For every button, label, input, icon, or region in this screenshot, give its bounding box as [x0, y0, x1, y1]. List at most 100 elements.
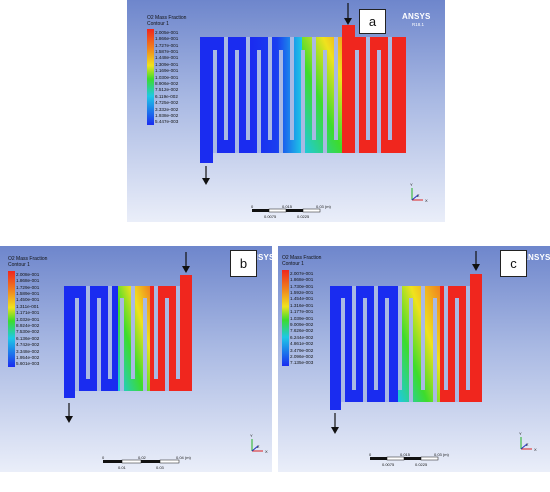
- legend-value: 1.030e-001: [155, 74, 179, 80]
- legend-value: 7.135e-003: [290, 360, 314, 366]
- serpentine-walls: [75, 286, 180, 391]
- arrow-down-icon: [472, 251, 480, 271]
- axis-label-x: X: [534, 447, 537, 452]
- scale-tick-2: 0.04 (m): [176, 455, 191, 460]
- flow-field: [330, 251, 532, 461]
- legend-value: 1.309e-001: [155, 61, 179, 67]
- axis-triad-icon: [411, 188, 423, 201]
- legend-title: O2 Mass Fraction: [147, 15, 187, 21]
- panel-a: O2 Mass Fraction Contour 1 2.005e-001 1.8…: [127, 0, 445, 222]
- scale-tick-lower-0: 0.01: [118, 465, 126, 470]
- legend-value: 1.868e-001: [16, 278, 40, 284]
- panel-b: O2 Mass Fraction Contour 1 2.008e-001 1.8…: [0, 246, 272, 472]
- axis-label-x: X: [265, 449, 268, 454]
- legend-value: 3.479e-002: [290, 347, 314, 353]
- axis-label-z: Z: [417, 193, 420, 198]
- colormap-legend-icon: [147, 29, 154, 125]
- axis-label-x: X: [425, 198, 428, 203]
- brand-logo: ANSYS: [522, 253, 550, 262]
- panel-letter: c: [500, 250, 527, 277]
- outlet-channel: [200, 37, 213, 163]
- legend-value: 2.008e-001: [16, 271, 40, 277]
- legend-value: 3.332e-002: [155, 106, 179, 112]
- legend-value: 4.861e-002: [290, 341, 314, 347]
- legend-value: 6.136e-002: [16, 335, 40, 341]
- scale-bar-icon: [252, 208, 321, 213]
- legend-value: 2.096e-002: [290, 354, 314, 359]
- scale-tick-0: 0: [102, 455, 105, 460]
- brand-logo: ANSYS: [246, 253, 272, 262]
- serpentine-walls: [213, 37, 392, 153]
- panel-letter: a: [359, 9, 386, 34]
- scale-tick-0: 0: [369, 452, 372, 457]
- legend-value: 7.530e-002: [16, 329, 40, 335]
- inlet-channel: [342, 25, 355, 153]
- scale-bar-icon: [370, 456, 439, 461]
- legend-value: 5.447e-003: [155, 119, 179, 125]
- legend-value: 2.005e-001: [155, 29, 179, 35]
- legend-value: 1.587e-001: [155, 49, 179, 54]
- legend-title: O2 Mass Fraction: [282, 255, 322, 261]
- legend-value: 3.348e-002: [16, 348, 40, 354]
- legend-value: 1.727e-001: [155, 42, 179, 48]
- legend-value: 4.725e-002: [155, 100, 179, 106]
- axis-triad-icon: [520, 437, 532, 450]
- legend-value: 1.938e-002: [155, 113, 179, 118]
- legend-value: 1.730e-001: [290, 283, 314, 289]
- inlet-channel: [470, 274, 482, 402]
- legend-value: 1.954e-002: [16, 355, 40, 360]
- scale-tick-lower-1: 0.0225: [415, 462, 428, 467]
- scale-tick-0: 0: [251, 204, 254, 209]
- arrow-down-icon: [331, 413, 339, 434]
- legend-value: 1.171e-001: [16, 310, 40, 316]
- panel-letter: b: [230, 250, 257, 277]
- legend-subtitle: Contour 1: [8, 262, 30, 268]
- brand-version: R18.1: [412, 22, 425, 27]
- panel-separator: [272, 246, 278, 472]
- legend-value: 1.177e-001: [290, 309, 314, 315]
- axis-label-y: Y: [519, 431, 522, 436]
- legend-value: 1.868e-001: [290, 277, 314, 283]
- legend-value: 6.244e-002: [290, 334, 314, 340]
- legend-value: 1.454e-001: [290, 296, 314, 302]
- legend-title: O2 Mass Fraction: [8, 256, 48, 262]
- serpentine-walls: [341, 286, 470, 402]
- axis-label-y: Y: [250, 433, 253, 438]
- colormap-legend-icon: [282, 270, 289, 366]
- legend-subtitle: Contour 1: [147, 21, 169, 27]
- scale-tick-1: 0.02: [138, 455, 146, 460]
- legend-value: 5.601e-003: [16, 361, 40, 367]
- scale-tick-1: 0.015: [400, 452, 411, 457]
- legend-value: 2.007e-001: [290, 270, 314, 276]
- outlet-channel: [64, 286, 75, 398]
- axis-label-z: Z: [526, 442, 529, 447]
- arrow-down-icon: [65, 403, 73, 423]
- axis-label-y: Y: [410, 182, 413, 187]
- scale-tick-2: 0.03 (m): [316, 204, 331, 209]
- legend-value: 7.626e-002: [290, 328, 314, 334]
- outlet-channel: [330, 286, 341, 410]
- scale-tick-2: 0.03 (m): [434, 452, 449, 457]
- legend-value: 8.924e-002: [16, 323, 40, 328]
- legend-value: 1.729e-001: [16, 284, 40, 290]
- colormap-legend-icon: [8, 271, 15, 367]
- scale-bar-icon: [103, 459, 180, 464]
- legend-value: 1.448e-001: [155, 55, 179, 61]
- legend-value: 1.592e-001: [290, 290, 314, 295]
- axis-triad-icon: [251, 439, 263, 452]
- arrow-down-icon: [182, 252, 190, 273]
- scale-tick-lower-0: 0.0075: [264, 214, 277, 219]
- flow-field: [64, 252, 263, 464]
- arrow-down-icon: [344, 3, 352, 25]
- legend-value: 1.169e-001: [155, 68, 179, 74]
- scale-tick-lower-0: 0.0075: [382, 462, 395, 467]
- legend-value: 9.009e-002: [290, 322, 314, 327]
- scale-tick-1: 0.015: [282, 204, 293, 209]
- legend-value: 1.316e-001: [290, 302, 314, 308]
- legend-value: 1.450e-001: [16, 297, 40, 303]
- inlet-channel: [180, 275, 192, 391]
- scale-tick-lower-1: 0.03: [156, 465, 164, 470]
- legend-subtitle: Contour 1: [282, 261, 304, 267]
- scale-tick-lower-1: 0.0225: [297, 214, 310, 219]
- axis-label-z: Z: [257, 444, 260, 449]
